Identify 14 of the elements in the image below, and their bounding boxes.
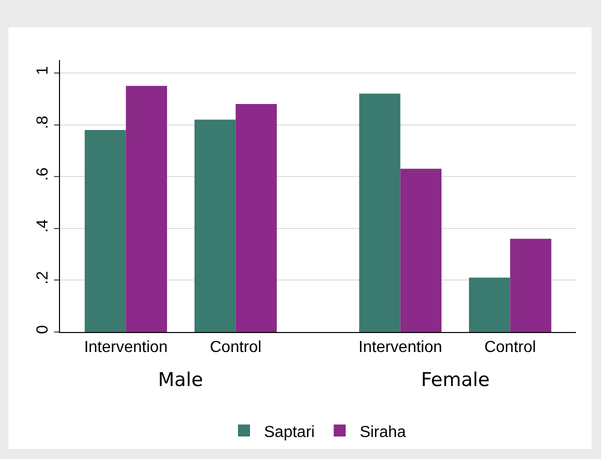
x-tick-label: Intervention — [358, 339, 442, 356]
legend-label: Saptari — [264, 424, 315, 441]
y-tick-label: .4 — [34, 219, 52, 233]
y-tick-label: 0 — [34, 325, 52, 334]
text: Male — [158, 369, 204, 391]
y-tick-label: .8 — [34, 116, 52, 130]
y-tick-label: .2 — [34, 271, 52, 284]
x-tick-label: Control — [210, 339, 262, 356]
legend-label: Siraha — [360, 424, 406, 441]
x-tick-label: Intervention — [84, 339, 168, 356]
y-tick-label: 1 — [34, 66, 52, 76]
x-tick-label: Control — [484, 339, 536, 356]
y-tick-label: .6 — [34, 167, 52, 181]
text: Female — [421, 369, 490, 391]
